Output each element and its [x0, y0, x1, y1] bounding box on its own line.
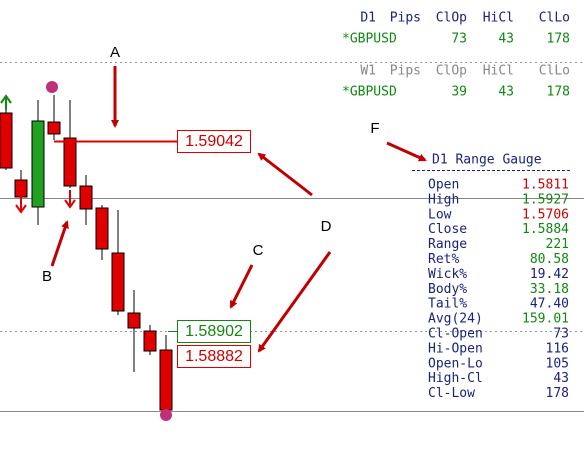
table-header: ClOp — [436, 64, 467, 79]
gauge-value: 221 — [546, 237, 569, 252]
table-cell: 178 — [547, 85, 570, 100]
price-label: 1.59042 — [185, 133, 243, 150]
gauge-label: Range — [428, 237, 467, 252]
gauge-label: Low — [428, 207, 452, 222]
gauge-value: 19.42 — [530, 267, 569, 282]
gauge-value: 80.58 — [530, 252, 569, 267]
gauge-value: 43 — [553, 371, 569, 386]
gauge-label: High-Cl — [428, 371, 483, 386]
price-label: 1.58902 — [185, 323, 243, 340]
gauge-label: Tail% — [428, 297, 467, 312]
table-header: HiCl — [483, 64, 514, 79]
gauge-label: High — [428, 192, 459, 207]
gauge-label: Body% — [428, 282, 467, 297]
table-cell: 43 — [498, 85, 514, 100]
gauge-value: 178 — [546, 386, 569, 401]
callout: F — [370, 120, 379, 137]
callout: D — [321, 218, 332, 235]
gauge-value: 1.5811 — [522, 178, 569, 193]
signal-icons — [0, 81, 172, 421]
table-symbol: *GBPUSD — [342, 85, 397, 100]
table-cell: 73 — [451, 32, 467, 47]
table-header: ClLo — [539, 64, 570, 79]
table-header: Pips — [390, 64, 421, 79]
gauge-title: D1 Range Gauge — [432, 153, 542, 168]
gauge-value: 159.01 — [522, 312, 569, 327]
table-header: ClOp — [436, 11, 467, 26]
price-label-boxes — [177, 130, 251, 368]
gauge-value: 116 — [546, 341, 569, 356]
gauge-value: 105 — [546, 356, 569, 371]
gauge-value: 47.40 — [530, 297, 569, 312]
callout: A — [110, 44, 120, 61]
gauge-value: 33.18 — [530, 282, 569, 297]
table-cell: 178 — [547, 32, 570, 47]
callout: C — [253, 242, 264, 259]
table-cell: 43 — [498, 32, 514, 47]
gauge-label: Hi-Open — [428, 341, 483, 356]
gauge-value: 1.5706 — [522, 207, 569, 222]
table-header: D1 — [360, 11, 376, 26]
gauge-value: 73 — [553, 327, 569, 342]
gauge-value: 1.5927 — [522, 192, 569, 207]
table-cell: 39 — [451, 85, 467, 100]
gauge-label: Open — [428, 178, 459, 193]
gauge-value: 1.5884 — [522, 222, 569, 237]
gauge-label: Cl-Low — [428, 386, 475, 401]
table-header: Pips — [390, 11, 421, 26]
gauge-label: Cl-Open — [428, 327, 483, 342]
chart-lines — [0, 62, 584, 412]
gauge-label: Close — [428, 222, 467, 237]
gauge-label: Avg(24) — [428, 312, 483, 327]
candles — [0, 95, 173, 411]
annotation-arrows — [50, 66, 427, 353]
table-header: ClLo — [539, 11, 570, 26]
gauge-label: Ret% — [428, 252, 459, 267]
gauge-label: Open-Lo — [428, 356, 483, 371]
table-header: HiCl — [483, 11, 514, 26]
price-label: 1.58882 — [185, 348, 243, 365]
gauge-label: Wick% — [428, 267, 467, 282]
table-symbol: *GBPUSD — [342, 32, 397, 47]
table-header: W1 — [360, 64, 376, 79]
callout: B — [42, 268, 52, 285]
